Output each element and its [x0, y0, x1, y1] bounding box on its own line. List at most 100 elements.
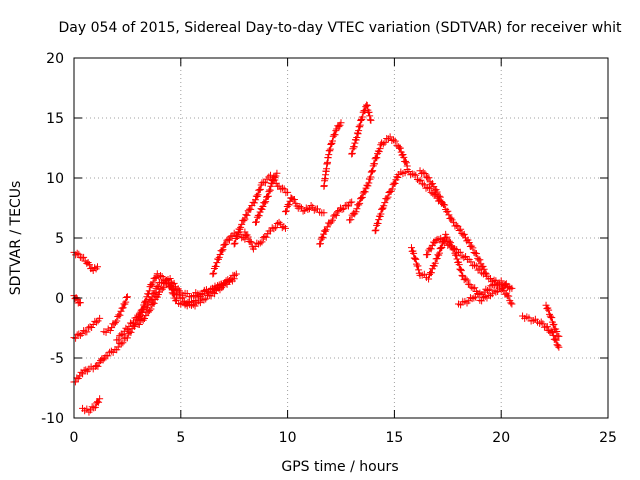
x-tick-labels: 0 5 10 15 20 25: [70, 430, 617, 446]
data-point-marker: [325, 151, 333, 159]
data-point-marker: [153, 283, 161, 291]
data-point-marker: [452, 221, 460, 229]
data-point-marker: [469, 284, 477, 292]
data-point-marker: [75, 250, 83, 258]
data-point-marker: [170, 279, 178, 287]
data-point-marker: [208, 284, 216, 292]
data-point-marker: [381, 199, 389, 207]
data-point-marker: [266, 186, 274, 194]
data-point-marker: [400, 153, 408, 161]
data-point-marker: [151, 274, 159, 282]
data-point-marker: [230, 240, 238, 248]
data-point-marker: [442, 238, 450, 246]
data-point-marker: [505, 292, 513, 300]
series-sat-o: [316, 198, 356, 248]
data-point-marker: [435, 249, 443, 257]
data-point-marker: [376, 145, 384, 153]
data-point-marker: [488, 290, 496, 298]
data-point-marker: [555, 343, 563, 351]
data-point-marker: [252, 218, 260, 226]
data-point-marker: [95, 398, 103, 406]
data-point-marker: [356, 121, 364, 129]
data-points: [70, 101, 563, 416]
data-point-marker: [334, 208, 342, 216]
data-point-marker: [438, 243, 446, 251]
data-point-marker: [431, 259, 439, 267]
data-point-marker: [329, 132, 337, 140]
data-point-marker: [138, 309, 146, 317]
data-point-marker: [146, 307, 154, 315]
data-point-marker: [296, 203, 304, 211]
data-point-marker: [219, 246, 227, 254]
data-point-marker: [125, 323, 133, 331]
data-point-marker: [327, 140, 335, 148]
data-point-marker: [427, 269, 435, 277]
data-point-marker: [331, 131, 339, 139]
data-point-marker: [160, 284, 168, 292]
data-point-marker: [340, 205, 348, 213]
data-point-marker: [335, 123, 343, 131]
data-point-marker: [457, 225, 465, 233]
data-point-marker: [424, 183, 432, 191]
data-point-marker: [378, 205, 386, 213]
series-sat-b: [70, 292, 84, 307]
data-point-marker: [487, 275, 495, 283]
data-point-marker: [278, 184, 286, 192]
data-point-marker: [218, 247, 226, 255]
data-point-marker: [281, 208, 289, 216]
data-point-marker: [371, 155, 379, 163]
data-point-marker: [357, 195, 365, 203]
data-point-marker: [119, 331, 127, 339]
data-point-marker: [358, 193, 366, 201]
data-point-marker: [114, 336, 122, 344]
data-point-marker: [469, 244, 477, 252]
data-point-marker: [372, 226, 380, 234]
data-point-marker: [501, 281, 509, 289]
data-point-marker: [259, 202, 267, 210]
data-point-marker: [479, 293, 487, 301]
data-point-marker: [116, 339, 124, 347]
data-point-marker: [455, 261, 463, 269]
data-point-marker: [135, 320, 143, 328]
x-tick-label: 0: [70, 430, 79, 446]
data-point-marker: [305, 205, 313, 213]
data-point-marker: [76, 299, 84, 307]
data-point-marker: [216, 250, 224, 258]
data-point-marker: [447, 214, 455, 222]
data-point-marker: [554, 342, 562, 350]
data-point-marker: [347, 216, 355, 224]
data-point-marker: [353, 133, 361, 141]
data-point-marker: [88, 323, 96, 331]
data-point-marker: [238, 220, 246, 228]
data-point-marker: [361, 107, 369, 115]
data-point-marker: [319, 234, 327, 242]
data-point-marker: [207, 287, 215, 295]
data-point-marker: [369, 167, 377, 175]
x-axis-label: GPS time / hours: [281, 459, 398, 475]
data-point-marker: [458, 271, 466, 279]
data-point-marker: [242, 211, 250, 219]
data-point-marker: [212, 263, 220, 271]
data-point-marker: [476, 296, 484, 304]
data-point-marker: [453, 255, 461, 263]
data-point-marker: [412, 171, 420, 179]
x-tick-label: 20: [492, 430, 510, 446]
data-point-marker: [364, 182, 372, 190]
data-point-marker: [504, 282, 512, 290]
data-point-marker: [71, 378, 79, 386]
series-sat-q: [346, 133, 411, 224]
data-point-marker: [550, 320, 558, 328]
data-point-marker: [85, 261, 93, 269]
data-point-marker: [492, 288, 500, 296]
data-point-marker: [433, 188, 441, 196]
data-point-marker: [233, 233, 241, 241]
data-point-marker: [320, 209, 328, 217]
data-point-marker: [91, 264, 99, 272]
data-point-marker: [231, 239, 239, 247]
data-point-marker: [363, 101, 371, 109]
series-sat-w: [454, 277, 514, 309]
series-sat-m: [241, 218, 289, 253]
data-point-marker: [346, 199, 354, 207]
data-point-marker: [72, 334, 80, 342]
data-point-marker: [310, 206, 318, 214]
